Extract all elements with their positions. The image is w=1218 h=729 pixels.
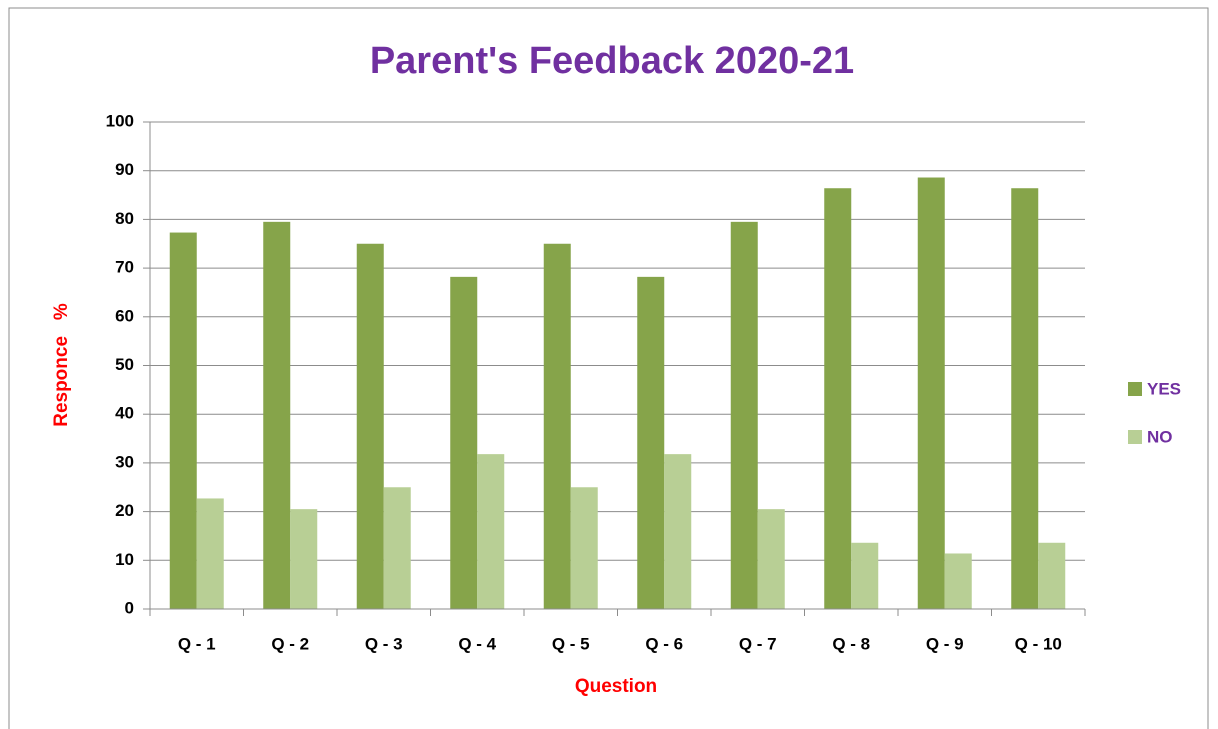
bar (290, 509, 318, 609)
y-tick-label: 80 (115, 209, 134, 228)
y-tick-label: 40 (115, 404, 134, 423)
bar (263, 221, 291, 609)
bar (730, 221, 758, 609)
x-tick-label: Q - 8 (832, 634, 870, 653)
y-tick-label: 90 (115, 160, 134, 179)
bar (664, 454, 692, 609)
x-tick-label: Q - 5 (552, 634, 590, 653)
y-tick-label: 70 (115, 258, 134, 277)
bar (570, 487, 598, 609)
y-tick-label: 100 (106, 111, 134, 130)
y-tick-label: 30 (115, 452, 134, 471)
bar (450, 276, 478, 609)
bar (196, 498, 224, 609)
bar (383, 487, 411, 609)
bar (824, 188, 852, 609)
bar (637, 276, 665, 609)
legend-swatch (1128, 382, 1142, 396)
x-axis-label: Question (575, 676, 657, 697)
bar (169, 232, 197, 609)
y-tick-label: 10 (115, 550, 134, 569)
bar (917, 177, 945, 609)
y-axis-label: Responce % (51, 303, 72, 427)
bar (757, 509, 785, 609)
x-tick-label: Q - 1 (178, 634, 216, 653)
x-tick-label: Q - 6 (645, 634, 683, 653)
chart-border (8, 7, 1209, 729)
legend-label: YES (1147, 379, 1181, 398)
legend-swatch (1128, 430, 1142, 444)
y-tick-label: 60 (115, 306, 134, 325)
bar (543, 243, 571, 609)
x-tick-label: Q - 3 (365, 634, 403, 653)
bar (356, 243, 384, 609)
y-tick-label: 20 (115, 501, 134, 520)
chart-title: Parent's Feedback 2020-21 (370, 40, 854, 82)
x-tick-label: Q - 2 (271, 634, 309, 653)
bar (477, 454, 505, 609)
legend-label: NO (1147, 427, 1173, 446)
bar (1038, 542, 1066, 609)
x-tick-label: Q - 9 (926, 634, 964, 653)
x-tick-label: Q - 10 (1015, 634, 1062, 653)
y-tick-label: 50 (115, 355, 134, 374)
x-tick-label: Q - 7 (739, 634, 777, 653)
bar (944, 553, 972, 609)
bar (1011, 188, 1039, 609)
bar (851, 542, 879, 609)
y-tick-label: 0 (125, 598, 134, 617)
x-tick-label: Q - 4 (458, 634, 496, 653)
